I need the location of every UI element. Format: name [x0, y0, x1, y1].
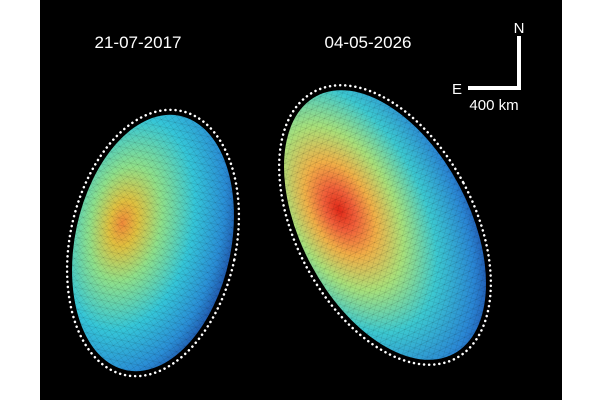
east-label: E [452, 81, 462, 98]
scale-bar: N E 400 km [452, 20, 524, 114]
left-body [65, 108, 241, 378]
scale-length: 400 km [469, 97, 518, 114]
date-label: 04-05-2026 [325, 33, 412, 52]
right-body [277, 84, 493, 366]
north-label: N [514, 20, 525, 37]
date-label: 21-07-2017 [95, 33, 182, 52]
